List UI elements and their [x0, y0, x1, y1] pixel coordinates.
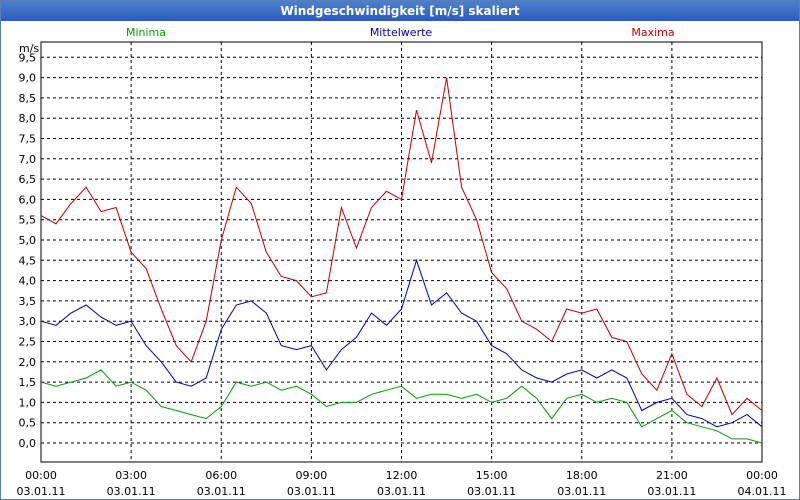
y-tick-label: 2,5 — [19, 336, 37, 349]
x-tick-date: 03.01.11 — [287, 485, 336, 498]
x-tick-date: 03.01.11 — [107, 485, 156, 498]
x-tick-time: 09:00 — [296, 469, 328, 482]
y-tick-label: 9,0 — [19, 72, 37, 85]
y-tick-label: 5,0 — [19, 234, 37, 247]
window-title: Windgeschwindigkeit [m/s] skaliert — [1, 1, 799, 21]
x-tick-date: 03.01.11 — [17, 485, 66, 498]
y-tick-label: 6,0 — [19, 193, 37, 206]
y-tick-label: 8,0 — [19, 112, 37, 125]
line-chart: 0,0 0,5 1,0 1,5 2,0 2,5 3,0 3,5 4,0 4,5 5,0 5,5 6,0 6… — [17, 26, 787, 498]
x-tick-date: 03.01.11 — [467, 485, 516, 498]
y-tick-label: 7,5 — [19, 133, 37, 146]
legend-maxima: Maxima — [631, 26, 674, 39]
y-tick-label: 1,0 — [19, 396, 37, 409]
y-tick-label: 9,5 — [19, 51, 37, 64]
y-tick-label: 6,5 — [19, 173, 37, 186]
x-tick-time: 03:00 — [115, 469, 147, 482]
x-tick-time: 12:00 — [386, 469, 418, 482]
y-axis-label: m/s — [19, 42, 39, 55]
y-tick-label: 5,5 — [19, 214, 37, 227]
y-tick-label: 0,5 — [19, 417, 37, 430]
y-tick-label: 3,0 — [19, 315, 37, 328]
x-tick-time: 06:00 — [205, 469, 237, 482]
legend-minima: Minima — [126, 26, 166, 39]
y-tick-label: 0,0 — [19, 437, 37, 450]
x-tick-date: 03.01.11 — [557, 485, 606, 498]
legend-mittelwerte: Mittelwerte — [370, 26, 433, 39]
y-tick-label: 4,0 — [19, 275, 37, 288]
y-tick-label: 2,0 — [19, 356, 37, 369]
y-tick-label: 4,5 — [19, 254, 37, 267]
y-tick-label: 7,0 — [19, 153, 37, 166]
x-tick-date: 03.01.11 — [197, 485, 246, 498]
series-line-minima — [40, 369, 763, 444]
y-tick-label: 3,5 — [19, 295, 37, 308]
y-tick-label: 8,5 — [19, 92, 37, 105]
x-tick-time: 00:00 — [25, 469, 57, 482]
x-tick-date: 04.01.11 — [738, 485, 787, 498]
x-tick-date: 03.01.11 — [647, 485, 696, 498]
x-tick-time: 21:00 — [656, 469, 688, 482]
x-tick-time: 18:00 — [566, 469, 598, 482]
x-tick-time: 15:00 — [476, 469, 508, 482]
x-tick-time: 00:00 — [746, 469, 778, 482]
series-line-mittelwerte — [40, 258, 763, 428]
series-line-maxima — [40, 77, 763, 416]
x-tick-date: 03.01.11 — [377, 485, 426, 498]
y-tick-label: 1,5 — [19, 376, 37, 389]
